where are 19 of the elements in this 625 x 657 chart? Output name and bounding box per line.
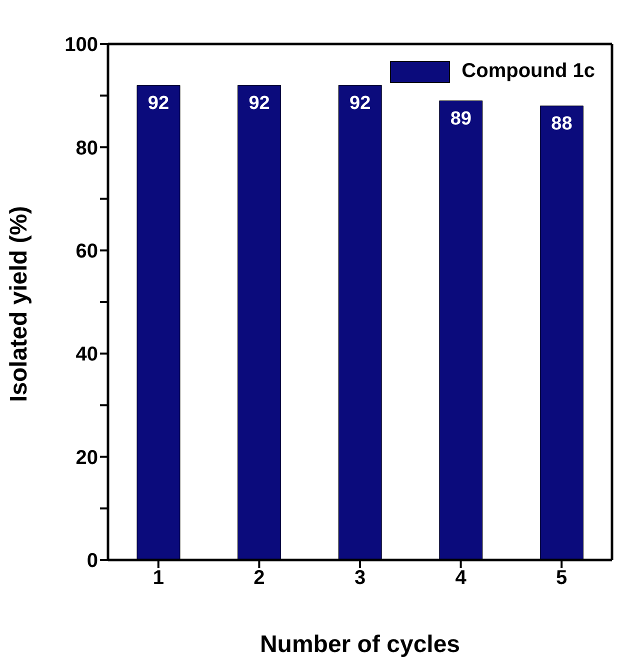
- y-tick-label: 60: [76, 240, 98, 262]
- y-tick-label: 100: [64, 34, 98, 56]
- data-label: 92: [350, 92, 371, 114]
- y-tick-label: 80: [76, 137, 98, 160]
- x-tick-label: 1: [152, 567, 164, 590]
- y-tick-label: 20: [76, 446, 98, 469]
- y-axis-title: Isolated yield (%): [6, 206, 33, 402]
- y-tick-label: 0: [86, 550, 98, 572]
- x-tick-label: 4: [455, 567, 468, 590]
- y-tick-label: 40: [76, 344, 98, 366]
- data-label: 89: [450, 108, 472, 130]
- legend-label: Compound 1c: [462, 60, 595, 83]
- x-tick-label: 3: [354, 567, 366, 590]
- x-axis-title: Number of cycles: [260, 631, 460, 657]
- data-label: 88: [551, 113, 572, 134]
- data-label: 92: [248, 92, 270, 114]
- x-tick-label: 2: [254, 567, 265, 590]
- data-label: 92: [148, 92, 170, 114]
- x-tick-label: 5: [556, 567, 568, 590]
